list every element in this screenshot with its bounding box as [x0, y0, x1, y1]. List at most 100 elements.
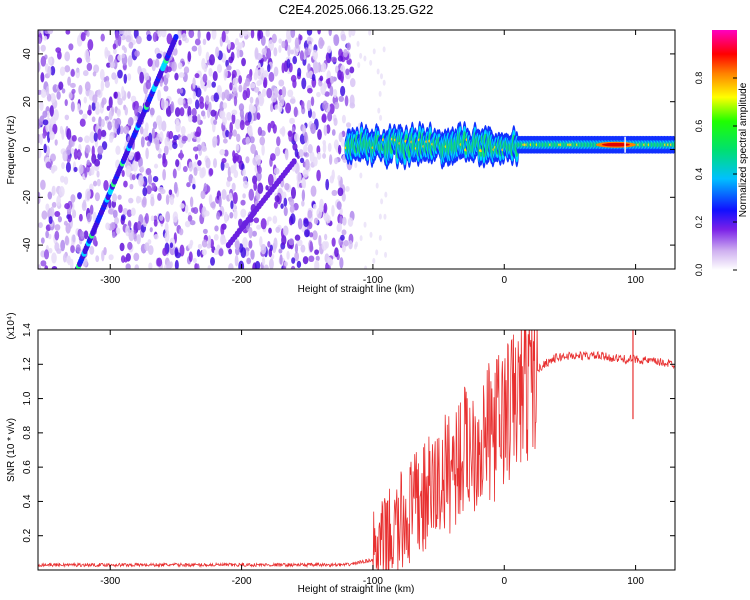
noise-blob [107, 208, 114, 215]
noise-blob [271, 95, 277, 103]
noise-blob [251, 230, 257, 237]
noise-blob [369, 231, 373, 238]
noise-blob [289, 98, 296, 104]
colorbar-ticks: 0.0 0.2 0.4 0.6 0.8 [694, 72, 737, 276]
noise-blob [59, 125, 64, 135]
noise-blob [363, 221, 367, 228]
noise-blob [256, 69, 262, 80]
noise-blob [86, 159, 91, 166]
noise-blob [310, 96, 315, 107]
noise-blob [40, 72, 45, 83]
noise-blob [336, 201, 342, 210]
noise-blob [69, 258, 74, 269]
noise-blob [152, 31, 158, 43]
noise-blob [61, 88, 66, 94]
noise-blob [43, 35, 48, 41]
noise-blob [38, 191, 41, 198]
noise-blob [128, 151, 134, 161]
colorbar-gradient [712, 30, 737, 270]
snr-panel: -300 -200 -100 0 100 0.2 0.4 0.6 0.8 1.0 1.2 1.4 H… [6, 312, 676, 595]
noise-blob [382, 46, 386, 53]
noise-blob [164, 231, 170, 243]
noise-blob [70, 68, 75, 77]
noise-blob [213, 92, 219, 103]
noise-blob [47, 191, 53, 200]
noise-blob [300, 244, 306, 253]
diagonal-blob [173, 33, 179, 41]
noise-blob [152, 121, 158, 130]
noise-blob [290, 213, 296, 225]
noise-blob [283, 261, 288, 267]
noise-blob [165, 105, 172, 117]
noise-blob [275, 226, 281, 233]
bottom-x-ticks: -300 -200 -100 0 100 [100, 330, 644, 587]
noise-blob [91, 101, 96, 111]
noise-blob [195, 99, 200, 110]
noise-blob [312, 230, 318, 241]
y-tick-label: 0.8 [22, 425, 33, 439]
noise-blob [186, 182, 191, 188]
noise-blob [67, 76, 71, 86]
noise-blob [118, 204, 123, 213]
noise-blob [65, 30, 71, 35]
noise-blob [49, 206, 55, 218]
y-tick-label: 1.4 [22, 323, 33, 337]
noise-blob [174, 247, 179, 257]
noise-blob [124, 257, 128, 263]
noise-blob [52, 185, 56, 196]
noise-blob [245, 156, 250, 164]
noise-blob [284, 182, 290, 191]
noise-blob [372, 257, 376, 264]
noise-blob [296, 260, 302, 269]
noise-blob [327, 111, 333, 122]
noise-blob [205, 157, 211, 169]
noise-blob [256, 224, 262, 230]
noise-blob [290, 74, 297, 83]
noise-blob [103, 246, 107, 256]
noise-blob [199, 96, 204, 104]
noise-blob [288, 238, 295, 246]
noise-blob [128, 229, 135, 242]
noise-blob [271, 33, 277, 44]
noise-blob [232, 77, 238, 86]
noise-blob [104, 80, 110, 89]
noise-blob [354, 241, 358, 248]
noise-blob [213, 119, 218, 125]
noise-blob [175, 121, 181, 133]
noise-blob [49, 92, 56, 104]
noise-blob [222, 116, 227, 126]
noise-blob [179, 88, 184, 94]
noise-blob [137, 105, 143, 113]
noise-blob [182, 166, 188, 173]
noise-blob [229, 211, 234, 219]
noise-blob [157, 153, 162, 159]
noise-blob [149, 227, 153, 233]
noise-blob [316, 151, 322, 160]
noise-blob [341, 114, 346, 124]
noise-blob [304, 47, 309, 57]
noise-blob [87, 109, 92, 116]
noise-blob [157, 89, 162, 102]
top-x-ticks: -300 -200 -100 0 100 [100, 30, 644, 286]
colorbar-tick-label: 0.4 [694, 168, 704, 181]
noise-blob [323, 124, 328, 136]
noise-blob [115, 227, 121, 235]
noise-blob [283, 206, 288, 217]
noise-blob [179, 149, 183, 161]
noise-blob [123, 180, 128, 188]
noise-blob [322, 100, 329, 111]
noise-blob [350, 30, 356, 37]
snr-line [38, 330, 675, 570]
noise-blob [112, 209, 118, 219]
noise-blob [86, 62, 93, 72]
noise-blob [310, 122, 317, 135]
noise-blob [169, 196, 175, 206]
noise-blob [148, 262, 153, 269]
noise-blob [136, 220, 142, 231]
noise-blob [165, 194, 170, 205]
noise-blob [194, 131, 201, 137]
noise-blob [306, 99, 311, 112]
noise-blob [47, 65, 52, 77]
noise-blob [82, 113, 88, 120]
